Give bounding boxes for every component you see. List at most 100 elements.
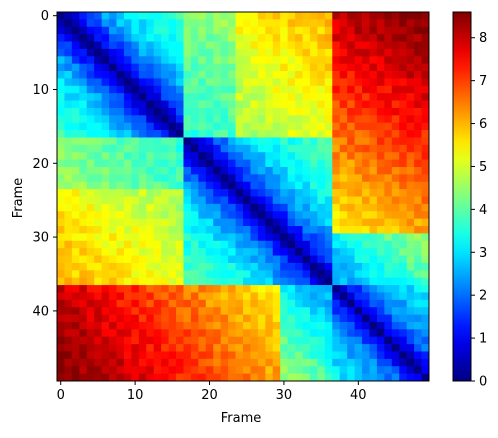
heatmap-cell <box>414 63 422 72</box>
heatmap-cell <box>183 336 192 345</box>
heatmap-cell <box>250 344 259 352</box>
heatmap-cell <box>228 299 236 308</box>
heatmap-cell <box>391 166 400 175</box>
heatmap-cell <box>235 196 244 205</box>
heatmap-cell <box>309 203 318 212</box>
heatmap-cell <box>176 248 184 256</box>
heatmap-cell <box>205 130 214 138</box>
heatmap-cell <box>205 137 214 146</box>
heatmap-cell <box>280 93 288 101</box>
heatmap-cell <box>332 307 341 315</box>
heatmap-cell <box>369 270 378 279</box>
heatmap-cell <box>228 262 236 271</box>
heatmap-cell <box>57 100 65 109</box>
heatmap-cell <box>94 344 102 352</box>
heatmap-cell <box>205 211 214 219</box>
heatmap-cell <box>339 71 348 79</box>
heatmap-cell <box>369 285 378 293</box>
heatmap-cell <box>362 226 370 234</box>
heatmap-cell <box>57 373 65 382</box>
heatmap-cell <box>309 373 318 382</box>
heatmap-cell <box>332 218 341 227</box>
heatmap-cell <box>183 351 192 360</box>
heatmap-cell <box>57 336 65 345</box>
heatmap-cell <box>295 226 303 234</box>
heatmap-cell <box>131 211 140 219</box>
heatmap-cell <box>146 12 155 20</box>
colorbar-tick-label: 8 <box>479 31 487 46</box>
heatmap-cell <box>354 299 363 308</box>
heatmap-cell <box>116 285 125 293</box>
heatmap-cell <box>146 248 155 256</box>
heatmap-cell <box>101 211 110 219</box>
heatmap-cell <box>176 152 184 160</box>
heatmap-cell <box>153 56 162 65</box>
heatmap-cell <box>109 63 117 72</box>
heatmap-cell <box>250 130 259 138</box>
heatmap-cell <box>243 292 251 301</box>
heatmap-cell <box>109 48 117 57</box>
heatmap-cell <box>146 93 155 101</box>
heatmap-cell <box>138 56 147 65</box>
heatmap-cell <box>309 71 318 79</box>
heatmap-cell <box>243 329 251 338</box>
heatmap-cell <box>265 26 274 35</box>
heatmap-cell <box>131 203 140 212</box>
heatmap-cell <box>309 226 318 234</box>
heatmap-cell <box>176 12 184 20</box>
heatmap-cell <box>347 189 355 197</box>
heatmap-cell <box>399 314 408 323</box>
heatmap-cell <box>243 240 251 249</box>
heatmap-cell <box>272 373 281 382</box>
heatmap-cell <box>391 56 400 65</box>
heatmap-cell <box>71 122 80 131</box>
heatmap-cell <box>213 41 222 50</box>
heatmap-cell <box>406 63 415 72</box>
heatmap-cell <box>161 48 169 57</box>
heatmap-cell <box>138 115 147 124</box>
heatmap-cell <box>369 351 378 360</box>
heatmap-cell <box>79 166 88 175</box>
heatmap-cell <box>414 71 422 79</box>
heatmap-cell <box>123 122 132 131</box>
heatmap-cell <box>101 233 110 242</box>
heatmap-cell <box>309 321 318 330</box>
heatmap-cell <box>213 19 222 28</box>
heatmap-cell <box>376 196 385 205</box>
heatmap-cell <box>369 344 378 352</box>
heatmap-cell <box>176 285 184 293</box>
heatmap-cell <box>228 321 236 330</box>
heatmap-cell <box>168 203 177 212</box>
heatmap-cell <box>391 34 400 42</box>
heatmap-cell <box>101 314 110 323</box>
heatmap-cell <box>205 174 214 183</box>
heatmap-cell <box>302 226 311 234</box>
heatmap-cell <box>414 218 422 227</box>
heatmap-cell <box>176 329 184 338</box>
heatmap-cell <box>250 12 259 20</box>
heatmap-cell <box>64 366 73 374</box>
heatmap-cell <box>235 211 244 219</box>
heatmap-cell <box>332 56 341 65</box>
heatmap-cell <box>309 115 318 124</box>
heatmap-cell <box>138 292 147 301</box>
heatmap-cell <box>376 321 385 330</box>
heatmap-cell <box>213 211 222 219</box>
heatmap-cell <box>354 351 363 360</box>
heatmap-cell <box>421 344 430 352</box>
heatmap-cell <box>213 292 222 301</box>
heatmap-cell <box>302 262 311 271</box>
heatmap-cell <box>399 203 408 212</box>
heatmap-cell <box>168 285 177 293</box>
heatmap-cell <box>362 100 370 109</box>
heatmap-cell <box>302 240 311 249</box>
heatmap-cell <box>287 321 296 330</box>
heatmap-cell <box>213 299 222 308</box>
heatmap-cell <box>213 329 222 338</box>
heatmap-cell <box>161 100 169 109</box>
heatmap-cell <box>153 71 162 79</box>
heatmap-cell <box>280 240 288 249</box>
heatmap-cell <box>362 41 370 50</box>
heatmap-cell <box>198 307 207 315</box>
heatmap-cell <box>347 137 355 146</box>
